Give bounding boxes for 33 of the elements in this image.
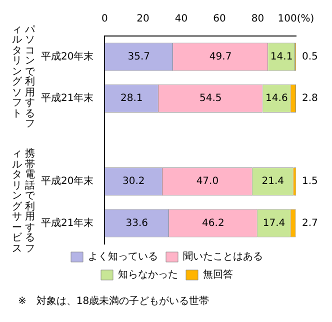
- data-label: 47.0: [196, 176, 219, 188]
- legend-label: よく知っている: [88, 250, 158, 263]
- data-label: 49.7: [209, 51, 232, 62]
- y-tick-label: 平成21年末: [40, 216, 94, 229]
- data-label: 28.1: [120, 92, 143, 104]
- data-label: 0.5: [302, 51, 318, 62]
- data-label: 1.5: [302, 176, 318, 188]
- data-label: 30.2: [122, 176, 145, 188]
- data-label: 21.4: [262, 176, 284, 188]
- x-tick-label: 40: [174, 14, 188, 25]
- x-tick-label: 100(%): [278, 14, 314, 25]
- y-tick-label: 平成21年末: [40, 92, 94, 104]
- data-label: 2.8: [302, 92, 318, 104]
- y-tick-label: 平成20年末: [40, 175, 94, 188]
- data-label: 17.4: [262, 218, 286, 229]
- data-label: 33.6: [126, 218, 148, 229]
- data-label: 46.2: [202, 218, 224, 229]
- text: ※ 対象は、18歳未満の子どもがいる世帯: [17, 294, 210, 308]
- y-tick-label: 平成20年末: [40, 50, 94, 62]
- legend-label: 知らなかった: [118, 268, 178, 281]
- data-label: 14.1: [270, 51, 293, 62]
- x-tick-label: 0: [102, 14, 108, 25]
- text: パソコンで利用するフィルタリングソフト: [12, 24, 35, 130]
- x-tick-label: 20: [136, 14, 150, 25]
- data-label: 14.6: [266, 92, 288, 104]
- x-tick-label: 80: [251, 14, 264, 25]
- legend-label: 聞いたことはある: [183, 250, 263, 263]
- legend-label: 無回答: [203, 268, 233, 281]
- text: 携帯電話で利用するフィルタリングサービス: [12, 148, 35, 254]
- x-tick-label: 60: [213, 14, 226, 25]
- data-label: 35.7: [128, 51, 150, 62]
- data-label: 54.5: [199, 92, 222, 104]
- data-label: 2.7: [302, 218, 318, 229]
